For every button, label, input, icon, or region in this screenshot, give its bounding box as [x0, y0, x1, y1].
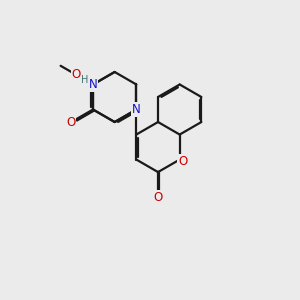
Text: O: O: [66, 116, 75, 129]
Text: O: O: [178, 154, 187, 167]
Text: O: O: [72, 68, 81, 81]
Text: H: H: [81, 75, 88, 85]
Text: N: N: [132, 103, 141, 116]
Text: O: O: [153, 191, 163, 204]
Text: N: N: [88, 78, 98, 91]
